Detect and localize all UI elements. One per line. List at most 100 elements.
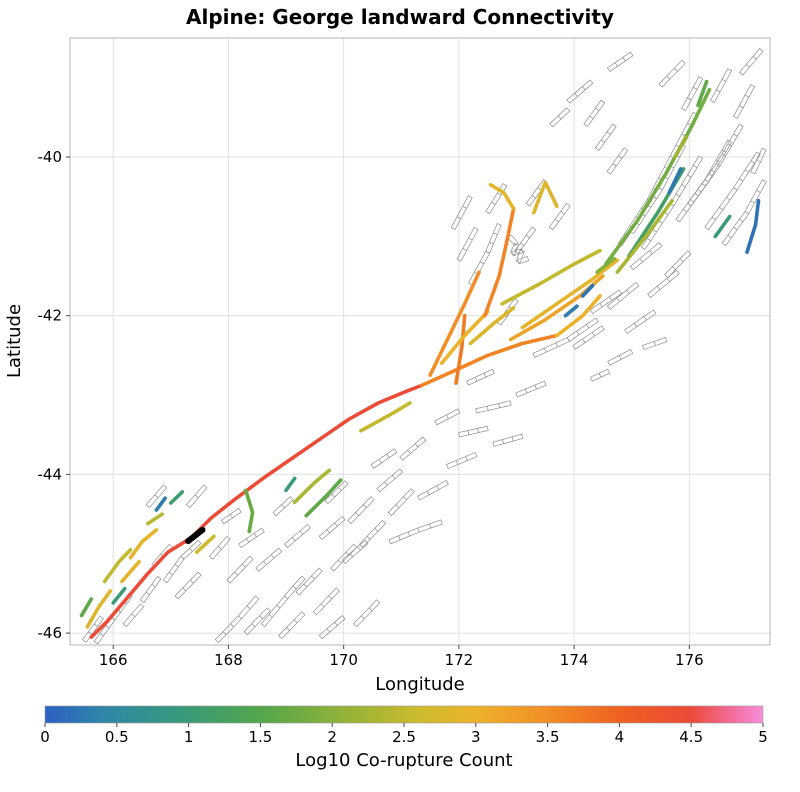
background-fault bbox=[466, 368, 495, 386]
background-fault bbox=[139, 575, 162, 604]
background-fault bbox=[572, 325, 605, 350]
fault-trace bbox=[581, 283, 595, 298]
fault-trace bbox=[604, 87, 712, 266]
colorbar-tick-label: 1.5 bbox=[248, 728, 272, 746]
fault-trace bbox=[419, 333, 559, 388]
fault-trace bbox=[454, 313, 467, 385]
background-fault bbox=[515, 380, 547, 398]
background-fault bbox=[358, 520, 387, 548]
background-fault bbox=[548, 202, 571, 231]
background-fault bbox=[295, 567, 323, 596]
background-fault bbox=[658, 59, 686, 88]
background-fault bbox=[446, 452, 478, 469]
background-fault bbox=[214, 595, 260, 644]
fault-trace bbox=[745, 198, 761, 254]
background-fault bbox=[209, 535, 231, 560]
x-tick-label: 172 bbox=[445, 651, 474, 669]
background-fault bbox=[606, 51, 634, 73]
colorbar-tick-label: 0 bbox=[40, 728, 50, 746]
background-fault bbox=[388, 519, 443, 545]
background-fault bbox=[456, 226, 479, 262]
fault-trace bbox=[292, 468, 332, 504]
background-fault bbox=[607, 349, 634, 366]
background-fault bbox=[485, 183, 508, 215]
fault-trace bbox=[102, 548, 133, 584]
fault-trace bbox=[555, 294, 602, 338]
background-fault bbox=[399, 436, 427, 461]
background-fault bbox=[185, 484, 208, 509]
y-axis-label: Latitude bbox=[4, 304, 25, 378]
background-fault bbox=[376, 468, 404, 493]
background-fault bbox=[590, 368, 611, 382]
fault-trace bbox=[284, 476, 297, 493]
x-axis-label: Longitude bbox=[375, 674, 465, 695]
fault-trace bbox=[673, 135, 689, 159]
background-fault bbox=[594, 123, 617, 151]
background-fault bbox=[624, 309, 657, 334]
colorbar bbox=[44, 705, 764, 724]
background-fault bbox=[324, 480, 349, 505]
fault-trace bbox=[243, 488, 255, 534]
y-tick-label: -46 bbox=[38, 624, 63, 642]
y-tick-label: -40 bbox=[38, 148, 63, 166]
gridlines bbox=[70, 38, 770, 645]
background-fault bbox=[739, 48, 764, 76]
fault-trace bbox=[500, 248, 602, 306]
colorbar-tick-label: 3.5 bbox=[536, 728, 560, 746]
background-fault bbox=[312, 587, 340, 616]
background-fault bbox=[387, 488, 415, 517]
fault-trace bbox=[713, 214, 732, 239]
background-fault bbox=[687, 123, 744, 207]
y-tick-label: -44 bbox=[38, 465, 63, 483]
background-fault bbox=[272, 496, 294, 517]
background-fault bbox=[278, 611, 306, 640]
background-fault bbox=[468, 223, 502, 286]
background-fault bbox=[226, 555, 254, 584]
background-fault bbox=[606, 147, 629, 175]
background-fault bbox=[566, 79, 594, 104]
fault-trace bbox=[154, 496, 167, 512]
background-fault bbox=[664, 250, 692, 279]
background-fault bbox=[681, 76, 704, 111]
background-fault bbox=[145, 484, 168, 509]
background-fault bbox=[243, 607, 271, 636]
fault-trace bbox=[468, 306, 516, 346]
source-fault-segment bbox=[185, 526, 206, 545]
fault-trace bbox=[146, 512, 164, 526]
background-fault bbox=[162, 539, 202, 584]
source-fault-george bbox=[185, 526, 206, 545]
fault-trace bbox=[169, 490, 185, 505]
colorbar-tick-label: 1 bbox=[184, 728, 194, 746]
background-fault bbox=[417, 479, 449, 501]
background-fault bbox=[238, 527, 265, 549]
x-tick-label: 166 bbox=[99, 651, 128, 669]
corupture-traces bbox=[79, 79, 761, 639]
x-tick-label: 168 bbox=[214, 651, 243, 669]
background-fault bbox=[549, 107, 571, 128]
fault-trace bbox=[359, 401, 412, 433]
background-fault bbox=[475, 400, 512, 414]
fault-trace bbox=[194, 534, 216, 554]
colorbar-ticks: 0 0.5 1 1.5 2 2.5 3 3.5 4 4.5 5 bbox=[40, 723, 768, 746]
background-fault bbox=[733, 84, 756, 119]
background-fault bbox=[583, 99, 606, 128]
axis-ticks: 166 168 170 172 174 176 -40 -42 -44 -46 bbox=[38, 148, 704, 669]
colorbar-tick-label: 0.5 bbox=[105, 728, 129, 746]
background-fault bbox=[617, 111, 698, 246]
colorbar-tick-label: 4 bbox=[615, 728, 625, 746]
background-fault bbox=[647, 269, 680, 299]
background-fault bbox=[589, 289, 622, 315]
x-tick-label: 174 bbox=[560, 651, 589, 669]
fault-trace bbox=[85, 589, 113, 629]
background-fault bbox=[347, 496, 375, 524]
background-fault bbox=[642, 336, 668, 350]
fault-trace bbox=[128, 528, 159, 560]
plot-frame bbox=[69, 37, 771, 646]
background-fault bbox=[353, 599, 381, 628]
background-fault bbox=[507, 234, 530, 265]
colorbar-tick-label: 4.5 bbox=[679, 728, 703, 746]
plot-area bbox=[70, 38, 770, 645]
fault-trace bbox=[615, 198, 674, 274]
